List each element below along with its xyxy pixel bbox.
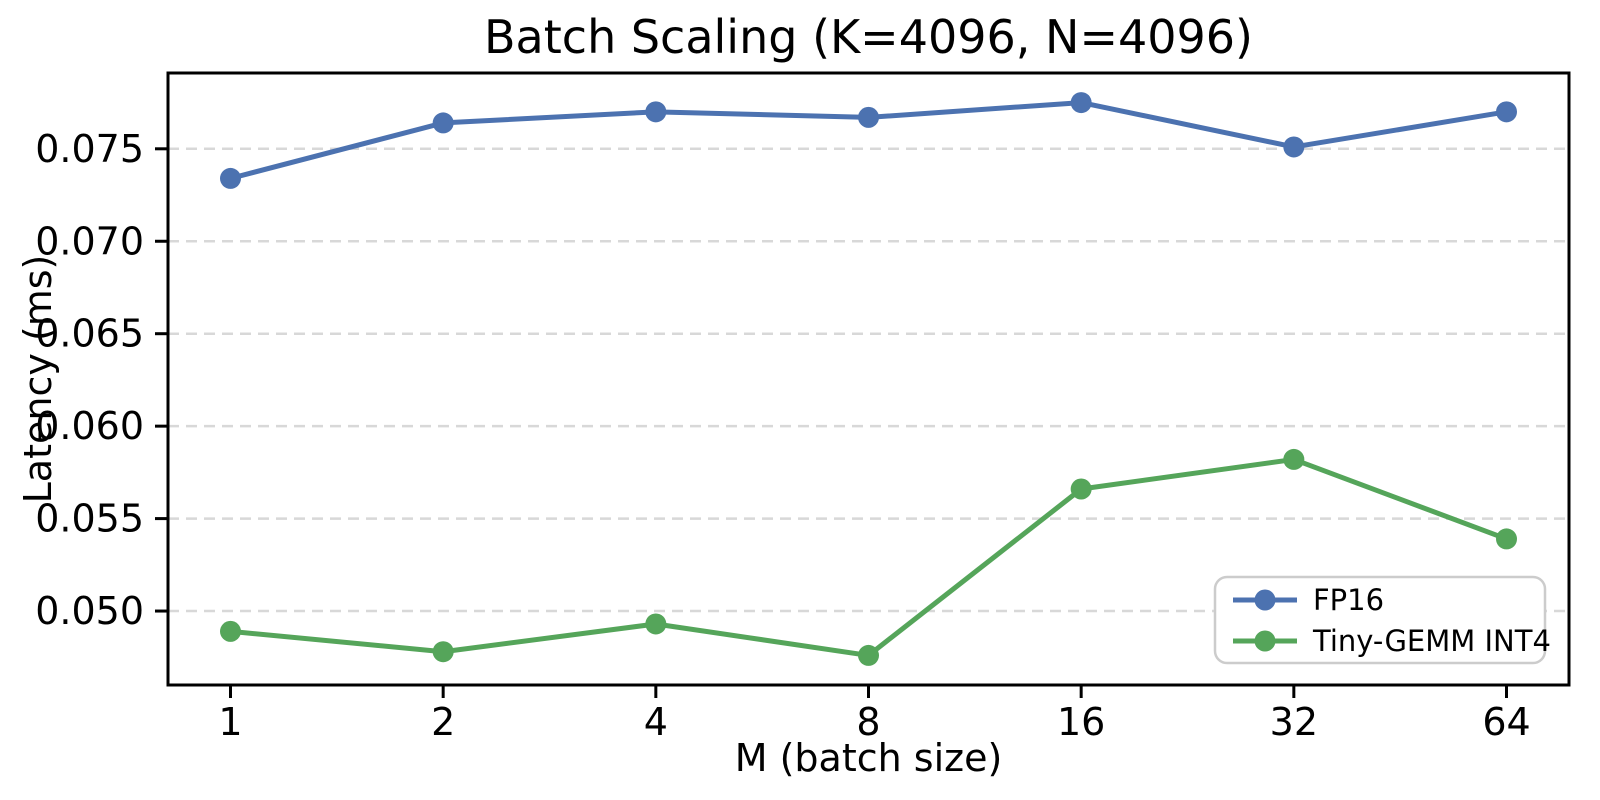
chart-title: Batch Scaling (K=4096, N=4096) [484,10,1253,64]
data-point [858,106,879,128]
legend-marker [1254,630,1276,652]
data-point [432,641,454,663]
x-tick-label: 4 [644,700,668,744]
legend-box [1213,575,1547,665]
y-tick-label: 0.050 [35,589,144,633]
data-point [1070,478,1092,500]
data-point [1070,92,1092,114]
plot-border [166,71,1571,687]
x-tick-label: 1 [218,700,242,744]
y-tick-label: 0.060 [35,404,144,448]
data-point [220,620,241,642]
x-tick-label: 16 [1057,700,1105,744]
x-axis-label: M (batch size) [734,736,1003,780]
y-tick-label: 0.070 [35,219,144,263]
y-axis-label: Latency (ms) [16,254,60,504]
data-point [645,613,667,635]
data-point [1283,136,1305,158]
x-tick-label: 64 [1482,700,1530,744]
y-tick-label: 0.075 [35,127,144,171]
data-point [645,101,667,123]
data-point [858,644,879,666]
x-tick-label: 2 [431,700,455,744]
y-tick-label: 0.065 [35,312,144,356]
legend-marker [1254,589,1276,611]
data-point [432,112,454,134]
data-point [1496,101,1517,123]
x-tick-label: 32 [1270,700,1318,744]
legend-label: Tiny-GEMM INT4 [1312,624,1551,658]
data-point [1496,528,1517,550]
data-point [1283,448,1305,470]
x-tick-label: 8 [856,700,880,744]
legend-label: FP16 [1313,583,1384,617]
data-point [220,167,241,189]
y-tick-label: 0.055 [35,497,144,541]
